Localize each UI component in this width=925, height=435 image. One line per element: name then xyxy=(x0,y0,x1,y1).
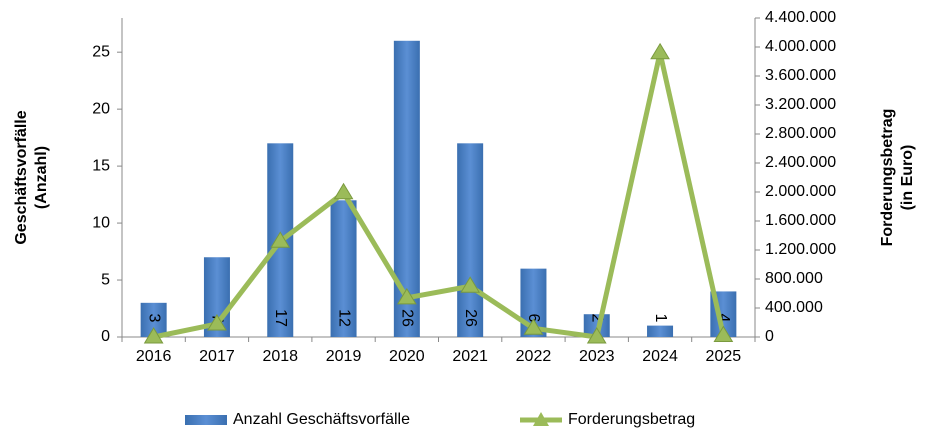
y2-tick-label: 3.600.000 xyxy=(765,67,836,84)
x-tick-label: 2018 xyxy=(262,348,298,365)
y2-tick-label: 4.400.000 xyxy=(765,9,836,26)
marker xyxy=(270,231,291,248)
y2-tick-label: 0 xyxy=(765,328,774,345)
x-tick-label: 2025 xyxy=(706,348,742,365)
y-axis-label: (Anzahl) xyxy=(33,146,50,209)
bar xyxy=(330,200,357,337)
y-axis-label: Geschäftsvorfälle xyxy=(13,110,30,244)
y2-tick-label: 2.400.000 xyxy=(765,154,836,171)
y2-tick-label: 800.000 xyxy=(765,270,823,287)
x-tick-label: 2022 xyxy=(516,348,552,365)
x-tick-label: 2016 xyxy=(136,348,172,365)
legend-label: Anzahl Geschäftsvorfälle xyxy=(233,411,410,428)
y2-tick-label: 400.000 xyxy=(765,299,823,316)
x-tick-label: 2017 xyxy=(199,348,235,365)
data-label: 26 xyxy=(399,309,416,327)
bar xyxy=(457,143,484,337)
y2-tick-label: 1.600.000 xyxy=(765,212,836,229)
data-label: 2 xyxy=(589,314,606,323)
marker xyxy=(143,327,164,344)
data-label: 17 xyxy=(272,309,289,327)
marker xyxy=(333,182,354,200)
marker xyxy=(713,325,734,343)
legend-swatch xyxy=(185,415,227,425)
y2-axis-label: (in Euro) xyxy=(899,145,916,211)
y-tick-label: 0 xyxy=(101,328,110,345)
x-tick-label: 2024 xyxy=(642,348,678,365)
marker xyxy=(207,313,227,331)
data-label: 6 xyxy=(525,314,542,323)
y-tick-label: 15 xyxy=(92,157,110,174)
data-label: 12 xyxy=(335,309,352,327)
legend-label: Forderungsbetrag xyxy=(568,411,695,428)
x-tick-label: 2023 xyxy=(579,348,615,365)
y2-axis-label: Forderungsbetrag xyxy=(879,109,896,247)
marker xyxy=(396,287,417,305)
y-tick-label: 5 xyxy=(101,271,110,288)
y2-tick-label: 4.000.000 xyxy=(765,38,836,55)
marker xyxy=(650,42,670,60)
line xyxy=(153,50,726,340)
data-label: 3 xyxy=(145,314,162,323)
marker xyxy=(523,318,544,335)
marker xyxy=(460,276,481,293)
x-tick-label: 2020 xyxy=(389,348,425,365)
data-label: 26 xyxy=(462,309,479,327)
bar xyxy=(647,325,674,337)
y2-tick-label: 2.000.000 xyxy=(765,183,836,200)
data-label: 4 xyxy=(715,314,732,323)
marker xyxy=(586,327,607,344)
y2-tick-label: 1.200.000 xyxy=(765,241,836,258)
y-tick-label: 25 xyxy=(92,43,110,60)
data-label: 1 xyxy=(652,314,669,323)
y-tick-label: 20 xyxy=(92,100,110,117)
x-tick-label: 2021 xyxy=(452,348,488,365)
y-tick-label: 10 xyxy=(92,214,110,231)
y2-tick-label: 3.200.000 xyxy=(765,96,836,113)
x-tick-label: 2019 xyxy=(326,348,362,365)
y2-tick-label: 2.800.000 xyxy=(765,125,836,142)
legend-marker xyxy=(533,412,549,426)
